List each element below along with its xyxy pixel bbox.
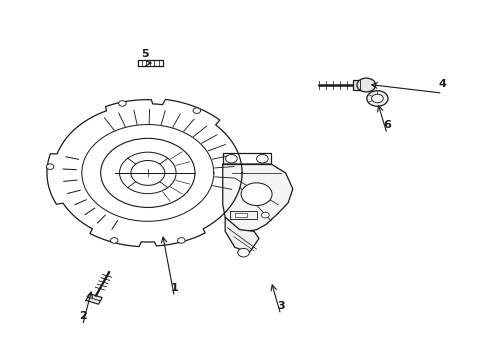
Text: 3: 3 — [276, 301, 284, 311]
Polygon shape — [224, 217, 259, 253]
Bar — [352, 80, 366, 90]
Text: 5: 5 — [142, 49, 149, 59]
Circle shape — [356, 78, 375, 92]
Circle shape — [119, 101, 126, 106]
Text: 2: 2 — [79, 311, 86, 321]
Text: 1: 1 — [170, 283, 178, 293]
Polygon shape — [223, 164, 292, 231]
Circle shape — [225, 154, 237, 163]
Circle shape — [256, 154, 267, 163]
Circle shape — [241, 183, 271, 206]
Bar — [229, 211, 256, 219]
Circle shape — [46, 164, 54, 170]
Circle shape — [110, 238, 118, 243]
Circle shape — [371, 94, 383, 103]
Bar — [234, 213, 246, 217]
Circle shape — [237, 248, 249, 257]
Polygon shape — [86, 294, 102, 304]
Circle shape — [193, 108, 200, 113]
Text: 6: 6 — [383, 120, 390, 130]
Circle shape — [366, 91, 387, 106]
Circle shape — [261, 212, 268, 218]
Circle shape — [177, 238, 185, 243]
Text: 4: 4 — [438, 79, 446, 89]
